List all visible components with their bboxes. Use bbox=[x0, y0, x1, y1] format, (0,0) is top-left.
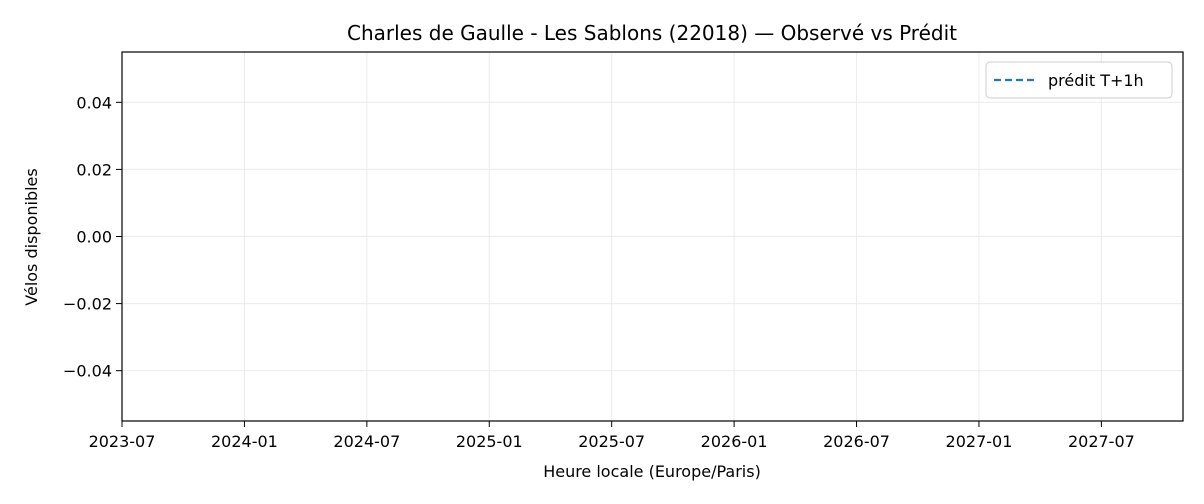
tick-layer: 2023-07 2024-01 2024-07 2025-01 2025-07 2026-… bbox=[63, 93, 1135, 451]
x-tick-label: 2026-07 bbox=[823, 432, 890, 451]
x-tick-label: 2023-07 bbox=[89, 432, 156, 451]
legend-series-label: prédit T+1h bbox=[1048, 71, 1144, 90]
y-tick-label: −0.04 bbox=[63, 362, 112, 381]
legend-box bbox=[985, 61, 1173, 99]
y-tick-label: 0.02 bbox=[76, 160, 112, 179]
y-tick-label: 0.04 bbox=[76, 93, 112, 112]
y-tick-label: −0.02 bbox=[63, 295, 112, 314]
chart-title: Charles de Gaulle - Les Sablons (22018) … bbox=[347, 21, 957, 45]
x-tick-label: 2026-01 bbox=[701, 432, 768, 451]
x-tick-label: 2027-07 bbox=[1068, 432, 1135, 451]
y-axis-label: Vélos disponibles bbox=[22, 168, 41, 305]
grid-layer bbox=[121, 52, 1183, 421]
x-tick-label: 2025-01 bbox=[456, 432, 523, 451]
legend: prédit T+1h bbox=[985, 61, 1173, 99]
x-tick-label: 2025-07 bbox=[578, 432, 645, 451]
x-tick-label: 2024-07 bbox=[333, 432, 400, 451]
x-axis-label: Heure locale (Europe/Paris) bbox=[543, 462, 761, 481]
x-tick-label: 2027-01 bbox=[946, 432, 1013, 451]
y-tick-label: 0.00 bbox=[76, 228, 112, 247]
x-tick-label: 2024-01 bbox=[211, 432, 278, 451]
